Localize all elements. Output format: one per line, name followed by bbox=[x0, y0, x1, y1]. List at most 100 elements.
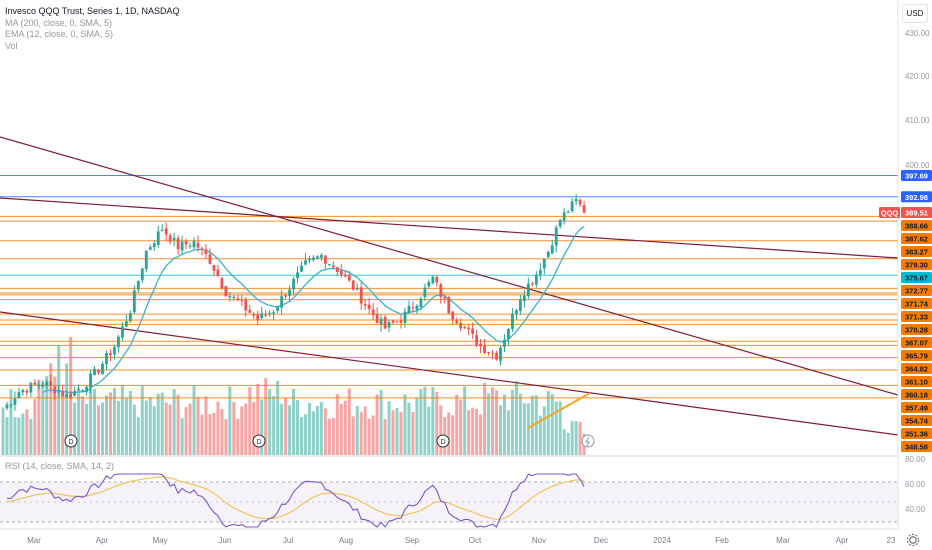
rsi-ma-line bbox=[6, 476, 585, 521]
candle-body bbox=[188, 245, 192, 247]
volume-bar bbox=[176, 394, 180, 455]
candle-body bbox=[451, 311, 455, 320]
volume-bar bbox=[45, 376, 49, 455]
volume-bar bbox=[546, 391, 550, 455]
time-axis-label: Dec bbox=[594, 536, 608, 545]
volume-bars bbox=[1, 336, 586, 455]
volume-bar bbox=[471, 407, 475, 455]
price-label: 370.28 bbox=[905, 326, 928, 335]
price-label: 372.77 bbox=[905, 287, 928, 296]
candle-body bbox=[327, 264, 331, 266]
candle-body bbox=[475, 335, 479, 346]
volume-bar bbox=[97, 405, 101, 455]
volume-bar bbox=[319, 402, 323, 455]
volume-bar bbox=[140, 385, 144, 455]
ma-indicator-label[interactable]: MA (200, close, 0, SMA, 5) bbox=[5, 17, 113, 28]
volume-bar bbox=[164, 402, 168, 455]
volume-bar bbox=[562, 429, 566, 455]
candle-body bbox=[160, 229, 164, 231]
ema-indicator-label[interactable]: EMA (12, close, 0, SMA, 5) bbox=[5, 29, 114, 39]
candle-body bbox=[351, 280, 355, 290]
volume-indicator-label[interactable]: Vol bbox=[5, 40, 18, 51]
candle-body bbox=[542, 258, 546, 269]
volume-bar bbox=[526, 403, 530, 455]
volume-bar bbox=[395, 407, 399, 455]
price-labels: 397.69 392.98 389.51 QQQ 388.66 387.62 383.27 3… bbox=[879, 169, 932, 453]
price-label-bg bbox=[901, 259, 932, 271]
volume-bar bbox=[371, 415, 375, 455]
price-label: 361.10 bbox=[905, 378, 928, 387]
candle-body bbox=[538, 270, 542, 275]
candle-body bbox=[503, 339, 506, 347]
price-label-bg bbox=[901, 350, 932, 362]
symbol-title[interactable]: Invesco QQQ Trust, Series 1, 1D, NASDAQ bbox=[5, 6, 180, 16]
time-axis-label: Jun bbox=[219, 536, 232, 545]
volume-bar bbox=[399, 411, 403, 455]
volume-bar bbox=[65, 363, 69, 455]
volume-bar bbox=[224, 419, 228, 455]
candle-body bbox=[168, 235, 172, 242]
volume-bar bbox=[491, 387, 495, 455]
price-label: 360.18 bbox=[905, 391, 928, 400]
gear-icon[interactable] bbox=[905, 533, 921, 547]
dividend-marker bbox=[436, 434, 450, 448]
price-label: 388.66 bbox=[905, 222, 928, 231]
volume-bar bbox=[152, 406, 156, 455]
candle-body bbox=[288, 289, 291, 296]
volume-bar bbox=[463, 386, 467, 455]
volume-bar bbox=[550, 393, 554, 455]
volume-bar bbox=[172, 389, 176, 455]
volume-bar bbox=[120, 385, 124, 455]
volume-bar bbox=[260, 399, 264, 455]
price-label: 357.49 bbox=[905, 404, 928, 413]
price-label: 348.58 bbox=[905, 443, 928, 452]
price-label-bg bbox=[901, 246, 932, 258]
candle-body bbox=[320, 255, 323, 258]
candle-body bbox=[534, 274, 538, 285]
candle-body bbox=[375, 314, 379, 324]
ticker-badge-label: QQQ bbox=[881, 209, 899, 218]
candle-body bbox=[109, 353, 112, 355]
price-label-bg bbox=[901, 207, 932, 219]
candle-body bbox=[144, 250, 148, 270]
volume-bar bbox=[268, 389, 272, 455]
candle-body bbox=[53, 386, 57, 394]
currency-button[interactable]: USD bbox=[902, 4, 928, 23]
volume-bar bbox=[104, 395, 108, 455]
volume-bar bbox=[53, 376, 57, 455]
volume-bar bbox=[427, 406, 431, 455]
price-label-bg bbox=[901, 220, 932, 232]
candle-body bbox=[343, 274, 347, 277]
candle-body bbox=[427, 281, 431, 287]
candle-body bbox=[29, 383, 33, 393]
candle-body bbox=[395, 321, 399, 323]
candle-body bbox=[467, 327, 471, 330]
volume-bar bbox=[359, 412, 363, 455]
candle-body bbox=[530, 283, 534, 285]
volume-bar bbox=[355, 405, 359, 455]
price-label-bg bbox=[901, 233, 932, 245]
volume-bar bbox=[220, 408, 224, 455]
candle-body bbox=[228, 296, 232, 298]
candle-body bbox=[124, 321, 128, 327]
volume-bar bbox=[363, 406, 367, 455]
rsi-axis-tick: 60.00 bbox=[905, 480, 926, 489]
rsi-indicator-label[interactable]: RSI (14, close, SMA, 14, 2) bbox=[5, 461, 114, 471]
volume-bar bbox=[435, 391, 439, 455]
candle-body bbox=[200, 248, 204, 250]
volume-bar bbox=[510, 390, 514, 455]
price-label-bg bbox=[901, 415, 932, 427]
price-label-bg bbox=[901, 191, 932, 203]
volume-bar bbox=[447, 412, 451, 455]
volume-bar bbox=[89, 386, 93, 455]
volume-bar bbox=[335, 394, 339, 455]
price-label: 354.74 bbox=[905, 417, 929, 426]
volume-bar bbox=[196, 396, 200, 455]
candle-body bbox=[156, 231, 160, 245]
candle-body bbox=[220, 278, 224, 288]
candle-body bbox=[443, 297, 447, 299]
volume-bar bbox=[184, 407, 188, 455]
volume-bar bbox=[272, 396, 276, 455]
candle-body bbox=[264, 314, 268, 316]
